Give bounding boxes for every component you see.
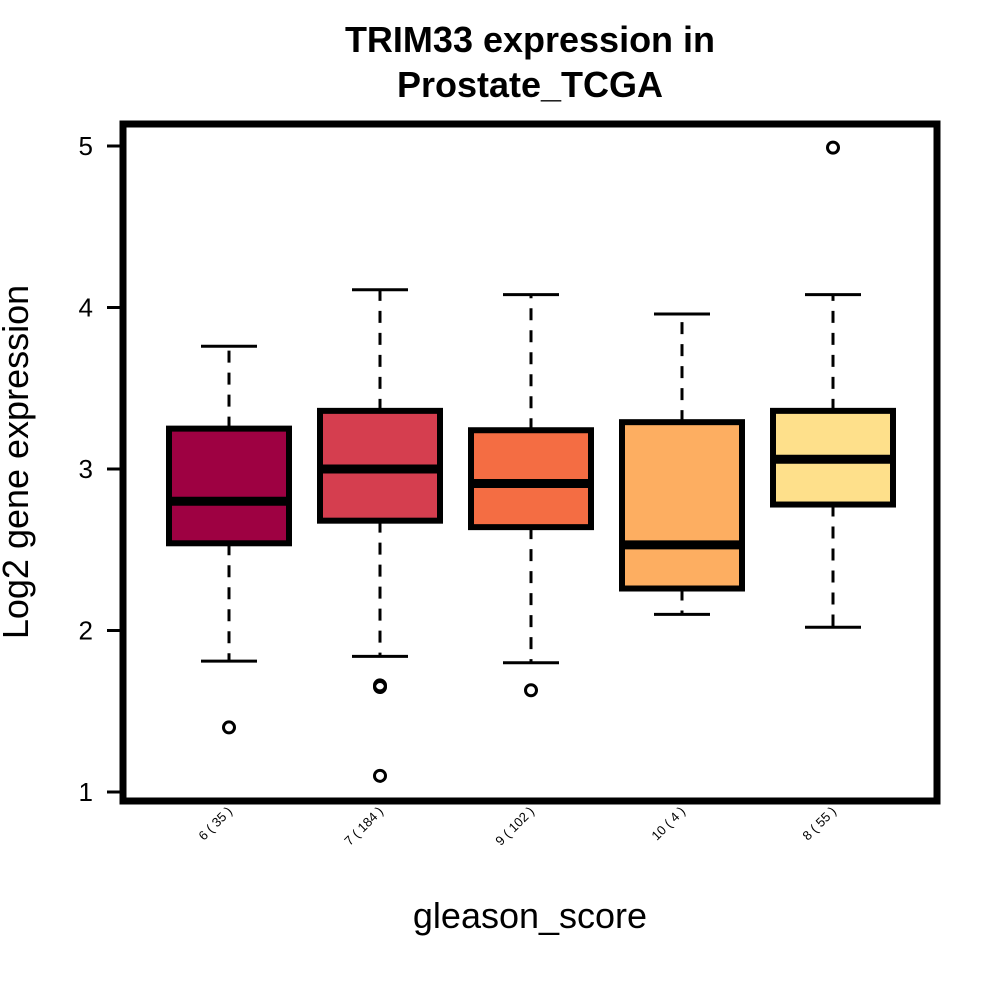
box-3 bbox=[468, 427, 594, 531]
chart-title-line1: TRIM33 expression in bbox=[345, 19, 715, 60]
plot-frame bbox=[119, 120, 941, 805]
outlier-point bbox=[373, 768, 387, 783]
box-4 bbox=[619, 419, 745, 592]
x-category-label: 10 ( 4 ) bbox=[648, 804, 688, 844]
y-tick-label: 2 bbox=[79, 616, 93, 646]
x-category-label: 9 ( 102 ) bbox=[492, 804, 537, 849]
outlier-point bbox=[222, 720, 236, 735]
y-tick-label: 3 bbox=[79, 454, 93, 484]
plot-area: 1 2 3 4 5 6 ( 35 ) 7 ( 184 ) 9 ( 102 ) 10 ( 4 ) 8… bbox=[79, 131, 896, 849]
outlier-point bbox=[373, 678, 387, 693]
y-tick-label: 1 bbox=[79, 777, 93, 807]
x-category-label: 6 ( 35 ) bbox=[195, 804, 235, 844]
outlier-point bbox=[826, 140, 840, 155]
outlier-point bbox=[524, 683, 538, 698]
y-axis-title: Log2 gene expression bbox=[0, 285, 36, 639]
box-1 bbox=[166, 425, 292, 547]
y-tick-label: 4 bbox=[79, 293, 93, 323]
y-tick-label: 5 bbox=[79, 131, 93, 161]
chart-title-line2: Prostate_TCGA bbox=[397, 64, 663, 105]
x-category-label: 7 ( 184 ) bbox=[341, 804, 386, 849]
x-axis-title: gleason_score bbox=[413, 895, 647, 936]
x-category-label: 8 ( 55 ) bbox=[799, 804, 839, 844]
